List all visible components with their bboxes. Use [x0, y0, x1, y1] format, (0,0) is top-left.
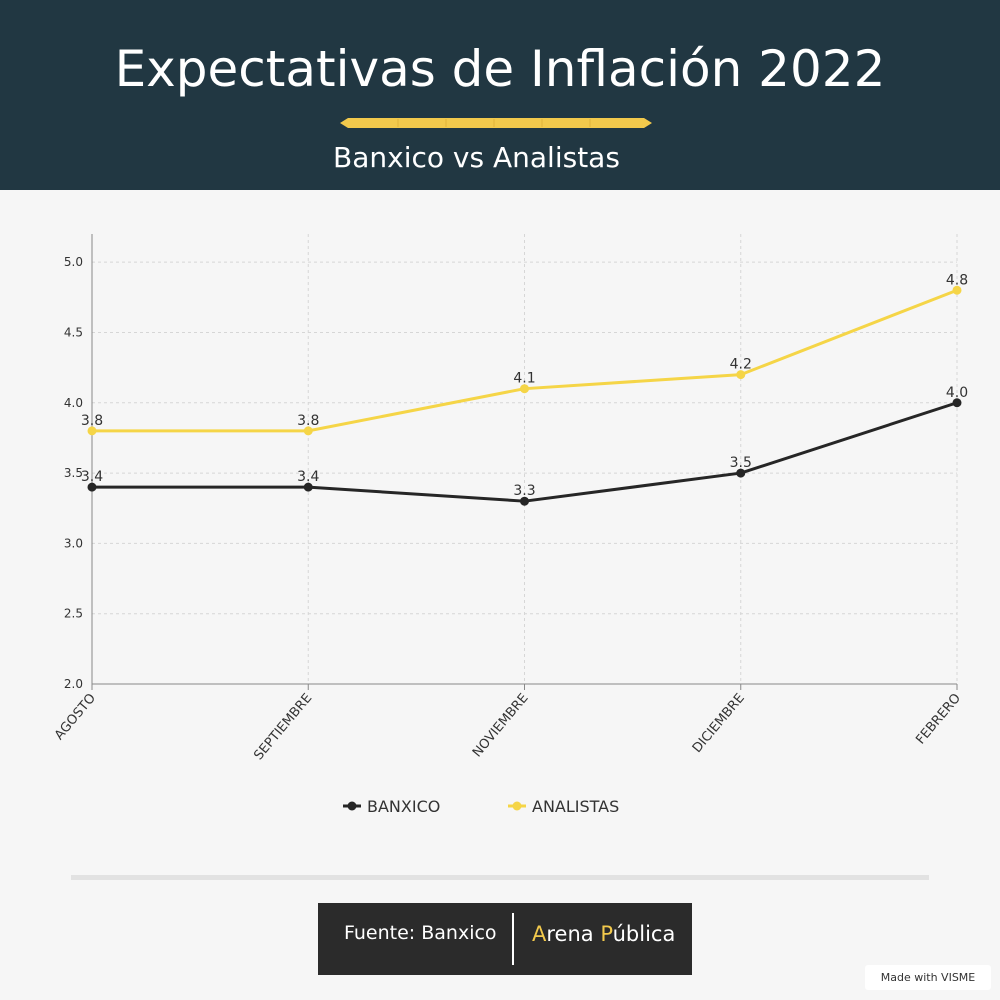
- y-tick-label: 4.5: [64, 325, 83, 339]
- x-tick-label: SEPTIEMBRE: [251, 691, 315, 763]
- data-point-analistas: [87, 426, 97, 436]
- data-label-banxico: 3.4: [297, 469, 319, 485]
- data-label-analistas: 4.2: [730, 357, 752, 373]
- y-tick-label: 3.0: [64, 536, 83, 550]
- data-point-banxico: [520, 496, 529, 506]
- y-tick-label: 3.5: [64, 466, 83, 480]
- legend-marker-banxico: [347, 801, 357, 811]
- data-point-banxico: [736, 468, 746, 478]
- data-label-banxico: 4.0: [946, 385, 968, 401]
- made-with-visme-badge[interactable]: Made with VISME: [865, 965, 991, 990]
- data-label-analistas: 4.8: [946, 272, 968, 288]
- y-tick-label: 5.0: [64, 255, 83, 269]
- line-chart: 2.0 2.5 3.0 3.5 4.0 4.5 5.0 AGOSTO SEPTIEMBRE NOV…: [52, 234, 968, 816]
- data-label-analistas: 3.8: [81, 413, 103, 429]
- pencil-divider-icon: [340, 118, 652, 128]
- arena-publica-logo: Arena Pública: [532, 922, 676, 946]
- x-tick-label: DICIEMBRE: [690, 691, 748, 756]
- legend-marker-analistas: [512, 801, 522, 811]
- y-tick-label: 4.0: [64, 396, 83, 410]
- data-point-analistas: [952, 285, 962, 295]
- data-point-analistas: [303, 426, 313, 436]
- source-box: Fuente: Banxico Arena Pública: [318, 903, 692, 975]
- page-title: Expectativas de Inflación 2022: [114, 40, 886, 98]
- x-tick-label: NOVIEMBRE: [470, 691, 532, 760]
- data-point-banxico: [303, 482, 313, 492]
- legend-label-banxico: BANXICO: [367, 797, 440, 816]
- data-point-banxico: [87, 482, 97, 492]
- y-tick-label: 2.0: [64, 677, 83, 691]
- data-label-banxico: 3.3: [513, 483, 535, 499]
- page-subtitle: Banxico vs Analistas: [333, 141, 620, 174]
- y-tick-label: 2.5: [64, 607, 83, 621]
- header-banner: Expectativas de Inflación 2022 Banxico v…: [0, 0, 1000, 190]
- data-label-banxico: 3.5: [730, 455, 752, 471]
- source-label: Fuente: Banxico: [344, 922, 497, 944]
- data-label-analistas: 3.8: [297, 413, 319, 429]
- source-separator: [512, 913, 514, 965]
- data-point-analistas: [520, 384, 529, 394]
- data-point-banxico: [952, 398, 962, 408]
- data-label-analistas: 4.1: [513, 371, 535, 387]
- x-tick-label: FEBRERO: [913, 691, 964, 747]
- legend-label-analistas: ANALISTAS: [532, 797, 619, 816]
- x-tick-label: AGOSTO: [52, 691, 99, 743]
- section-divider: [71, 875, 929, 880]
- data-point-analistas: [736, 370, 746, 380]
- data-label-banxico: 3.4: [81, 469, 103, 485]
